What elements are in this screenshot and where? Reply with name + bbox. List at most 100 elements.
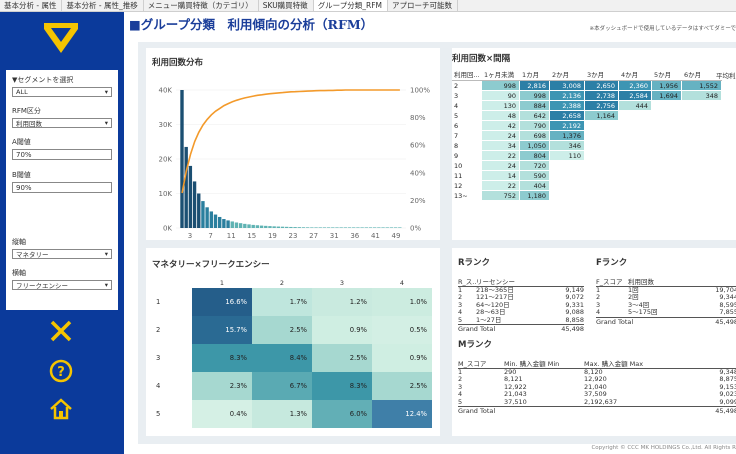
rank-column-header: リーセンシー: [476, 278, 515, 286]
rank-cell: 7,855: [719, 309, 736, 317]
rfm-select[interactable]: 利用回数 ▾: [12, 118, 112, 128]
rank-card: Rランク Fランク Mランク R_ス.. リーセンシー 1 218〜365日 9,149…: [452, 248, 736, 436]
bar: [276, 226, 281, 228]
table-cell: 998: [482, 81, 520, 91]
table-row: 13~ 752 1,180: [452, 191, 722, 201]
table-cell: [619, 191, 652, 201]
bar: [310, 227, 314, 228]
table-cell: 752: [482, 191, 520, 201]
table-cell: [682, 111, 722, 121]
table-cell: [652, 151, 682, 161]
rank-cell: 9,023: [719, 391, 736, 399]
horizontal-axis-select[interactable]: フリークエンシー ▾: [12, 280, 112, 290]
table-cell: [585, 141, 619, 151]
row-header: 8: [452, 141, 482, 151]
bar: [356, 227, 360, 228]
rank-cell: 9,149: [565, 287, 584, 294]
rank-total-row: Grand Total 45,498: [596, 316, 736, 326]
bar: [381, 227, 385, 228]
table-cell: 1,050: [520, 141, 550, 151]
rank-row: 4 5〜175回 7,855: [596, 309, 736, 316]
table-row: 4 130 884 2,388 2,756 444: [452, 101, 722, 111]
bar: [268, 226, 272, 228]
matrix-card: マネタリー×フリークエンシー 1 2 3 4 1 16.6% 1.7% 1.2% 1.0% 2 15…: [146, 248, 440, 436]
interval-top-label: 平均利用: [716, 72, 736, 80]
rank-cell: 8,595: [719, 301, 736, 309]
table-cell: 998: [520, 91, 550, 101]
rank-total-value: 45,498: [715, 317, 736, 326]
rank-header: F_スコア 利用回数: [596, 276, 736, 287]
bar: [368, 227, 373, 228]
tab-item[interactable]: アプローチ可能数: [388, 0, 458, 11]
bar: [238, 223, 243, 228]
bar: [377, 227, 381, 228]
rank-cell: 9,348: [719, 369, 736, 376]
bar: [280, 226, 285, 228]
tab-item[interactable]: SKU購買特徴: [259, 0, 314, 11]
tab-item[interactable]: 基本分析 - 属性_推移: [62, 0, 144, 11]
rank-row: 3 12,922 21,040 9,153: [458, 384, 736, 391]
bar: [322, 227, 327, 228]
table-cell: 130: [482, 101, 520, 111]
tab-item[interactable]: 基本分析 - 属性: [0, 0, 63, 11]
home-icon[interactable]: [48, 396, 74, 422]
dummy-data-note: ※本ダッシュボードで使用しているデータはすべてダミーで: [589, 26, 736, 32]
table-cell: 790: [520, 121, 550, 131]
table-cell: 346: [550, 141, 585, 151]
table-cell: 22: [482, 181, 520, 191]
segment-select[interactable]: ALL ▾: [12, 87, 112, 97]
y-tick-label: 20K: [159, 156, 173, 164]
table-cell: [682, 161, 722, 171]
table-cell: [652, 171, 682, 181]
matrix-row-header: 4: [156, 382, 161, 390]
table-cell: [652, 191, 682, 201]
bar: [335, 227, 339, 228]
rank-cell: 121〜217日: [476, 294, 514, 302]
tab-item[interactable]: メニュー購買特徴（カテゴリ）: [144, 0, 259, 11]
matrix-cell: 1.2%: [312, 288, 372, 316]
dashboard-area: 利用回数分布 0K 10K 20K 30K 40K 0% 20% 40% 60% 80% 100% 3…: [138, 42, 736, 444]
table-cell: 2,360: [619, 81, 652, 91]
table-cell: [682, 171, 722, 181]
bar: [184, 146, 188, 228]
rank-cell: 9,153: [719, 383, 736, 391]
rfm-value: 利用回数: [16, 120, 42, 128]
rank-column-header: R_ス..: [458, 278, 476, 286]
column-header: 2か月: [552, 71, 570, 79]
a-threshold-input[interactable]: 70%: [12, 149, 112, 160]
bar: [197, 193, 201, 228]
matrix-header: 1 2 3 4: [152, 278, 432, 288]
table-cell: 1,376: [550, 131, 585, 141]
table-cell: [652, 121, 682, 131]
bar: [251, 224, 255, 228]
row-header: 4: [452, 101, 482, 111]
b-threshold-input[interactable]: 90%: [12, 182, 112, 193]
table-cell: 1,180: [520, 191, 550, 201]
rank-total-row: Grand Total 45,498: [458, 406, 736, 415]
help-icon[interactable]: ?: [48, 358, 74, 384]
table-row: 6 42 790 2,192: [452, 121, 722, 131]
rank-column-header: 利用回数: [628, 278, 654, 286]
rank-cell: 8,120: [584, 369, 603, 376]
bar: [331, 227, 335, 228]
rank-cell: 5〜175回: [628, 309, 658, 317]
row-header: 7: [452, 131, 482, 141]
y2-tick-label: 0%: [410, 225, 421, 233]
tab-bar: 基本分析 - 属性 基本分析 - 属性_推移 メニュー購買特徴（カテゴリ） SKU購買…: [0, 0, 736, 12]
table-cell: 698: [520, 131, 550, 141]
vertical-axis-select[interactable]: マネタリー ▾: [12, 249, 112, 259]
rank-cell: 1: [596, 287, 601, 294]
table-cell: 1,164: [585, 111, 619, 121]
rank-cell: 9,088: [565, 309, 584, 317]
tab-item[interactable]: グループ分類_RFM: [313, 0, 388, 11]
rank-cell: 37,510: [504, 398, 527, 406]
y-tick-label: 30K: [159, 121, 173, 129]
matrix-row: 5 0.4% 1.3% 6.0% 12.4%: [152, 400, 432, 428]
table-cell: [585, 171, 619, 181]
matrix-cell: 0.9%: [312, 316, 372, 344]
table-cell: [550, 191, 585, 201]
y2-tick-label: 100%: [410, 87, 430, 95]
table-cell: [585, 191, 619, 201]
close-icon[interactable]: [48, 318, 74, 344]
table-cell: [619, 161, 652, 171]
